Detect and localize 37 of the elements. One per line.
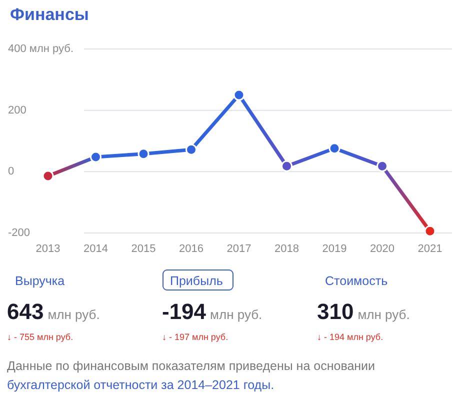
chart-title: Финансы xyxy=(10,5,89,24)
point xyxy=(138,148,150,160)
category-label: Прибыль xyxy=(170,274,223,288)
y-tick-label: 0 xyxy=(8,166,14,178)
x-tick-label: 2013 xyxy=(36,243,60,255)
x-tick-label: 2020 xyxy=(370,243,394,255)
x-tick-label: 2018 xyxy=(274,243,299,255)
text: млн руб. xyxy=(358,307,410,322)
x-tick-label: 2017 xyxy=(226,243,252,255)
text: млн руб. xyxy=(210,307,262,322)
point xyxy=(90,151,102,163)
x-tick-label: 2019 xyxy=(322,243,347,255)
text: ↓ - 197 млн руб. xyxy=(162,332,228,342)
y-tick-label: 200 xyxy=(8,104,26,116)
text: бухгалтерской отчетности за 2014–2021 годы. xyxy=(7,378,274,392)
point xyxy=(233,89,245,101)
category-label: Стоимость xyxy=(325,274,388,288)
point xyxy=(376,160,388,172)
text: Данные по финансовым показателям приведены на основании xyxy=(7,359,376,373)
category-label: Выручка xyxy=(15,274,65,288)
point xyxy=(186,144,197,156)
data-label: 310 xyxy=(317,299,354,324)
x-tick-label: 2014 xyxy=(84,243,108,255)
data-label: -194 xyxy=(162,299,206,324)
point xyxy=(424,225,436,237)
data-label: 643 xyxy=(7,299,44,324)
point xyxy=(328,142,340,154)
text: ↓ - 194 млн руб. xyxy=(317,332,384,342)
y-tick-label: 400 млн руб. xyxy=(8,43,74,55)
x-tick-label: 2015 xyxy=(131,243,156,255)
x-tick-label: 2016 xyxy=(179,243,204,255)
y-tick-label: -200 xyxy=(8,227,30,239)
point xyxy=(281,160,292,172)
text: млн руб. xyxy=(48,307,100,322)
x-tick-label: 2021 xyxy=(418,243,442,255)
point xyxy=(42,170,54,182)
text: ↓ - 755 млн руб. xyxy=(7,332,74,342)
